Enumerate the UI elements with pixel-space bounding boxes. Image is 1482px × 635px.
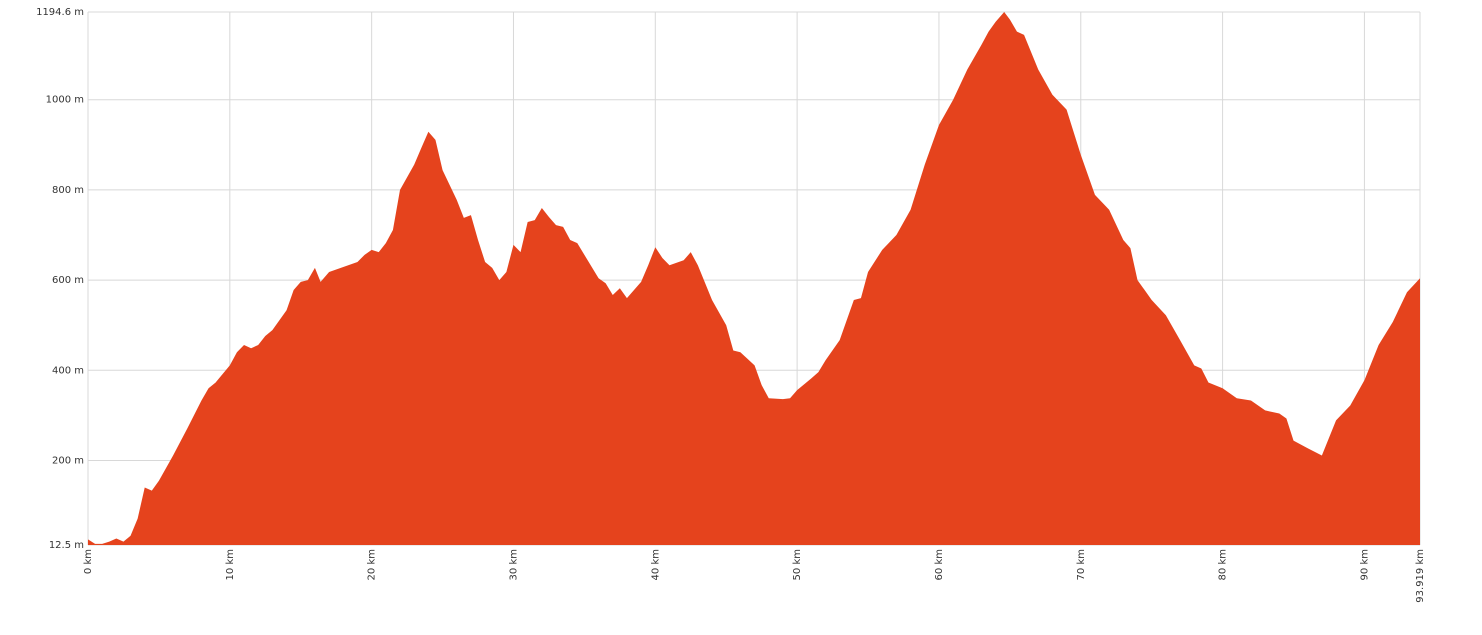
x-tick-label: 60 km bbox=[934, 549, 945, 580]
y-tick-label: 12.5 m bbox=[49, 540, 84, 551]
x-tick-label: 80 km bbox=[1218, 549, 1229, 580]
x-tick-label: 93.919 km bbox=[1415, 549, 1426, 603]
x-tick-label: 30 km bbox=[508, 549, 519, 580]
y-tick-label: 200 m bbox=[52, 455, 84, 466]
y-tick-label: 1000 m bbox=[46, 95, 84, 106]
x-tick-label: 90 km bbox=[1359, 549, 1370, 580]
elevation-area bbox=[88, 12, 1420, 545]
y-tick-label: 400 m bbox=[52, 365, 84, 376]
y-tick-label: 1194.6 m bbox=[36, 7, 84, 18]
x-tick-label: 70 km bbox=[1076, 549, 1087, 580]
x-tick-label: 20 km bbox=[367, 549, 378, 580]
y-tick-label: 600 m bbox=[52, 275, 84, 286]
x-tick-label: 50 km bbox=[792, 549, 803, 580]
x-tick-label: 10 km bbox=[225, 549, 236, 580]
y-tick-label: 800 m bbox=[52, 185, 84, 196]
x-tick-label: 0 km bbox=[83, 549, 94, 574]
x-tick-label: 40 km bbox=[650, 549, 661, 580]
